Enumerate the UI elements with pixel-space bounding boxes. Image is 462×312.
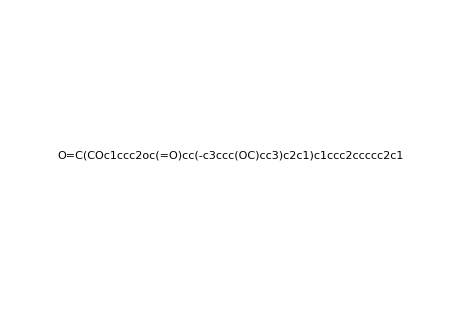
Text: O=C(COc1ccc2oc(=O)cc(-c3ccc(OC)cc3)c2c1)c1ccc2ccccc2c1: O=C(COc1ccc2oc(=O)cc(-c3ccc(OC)cc3)c2c1)… [58, 151, 404, 161]
